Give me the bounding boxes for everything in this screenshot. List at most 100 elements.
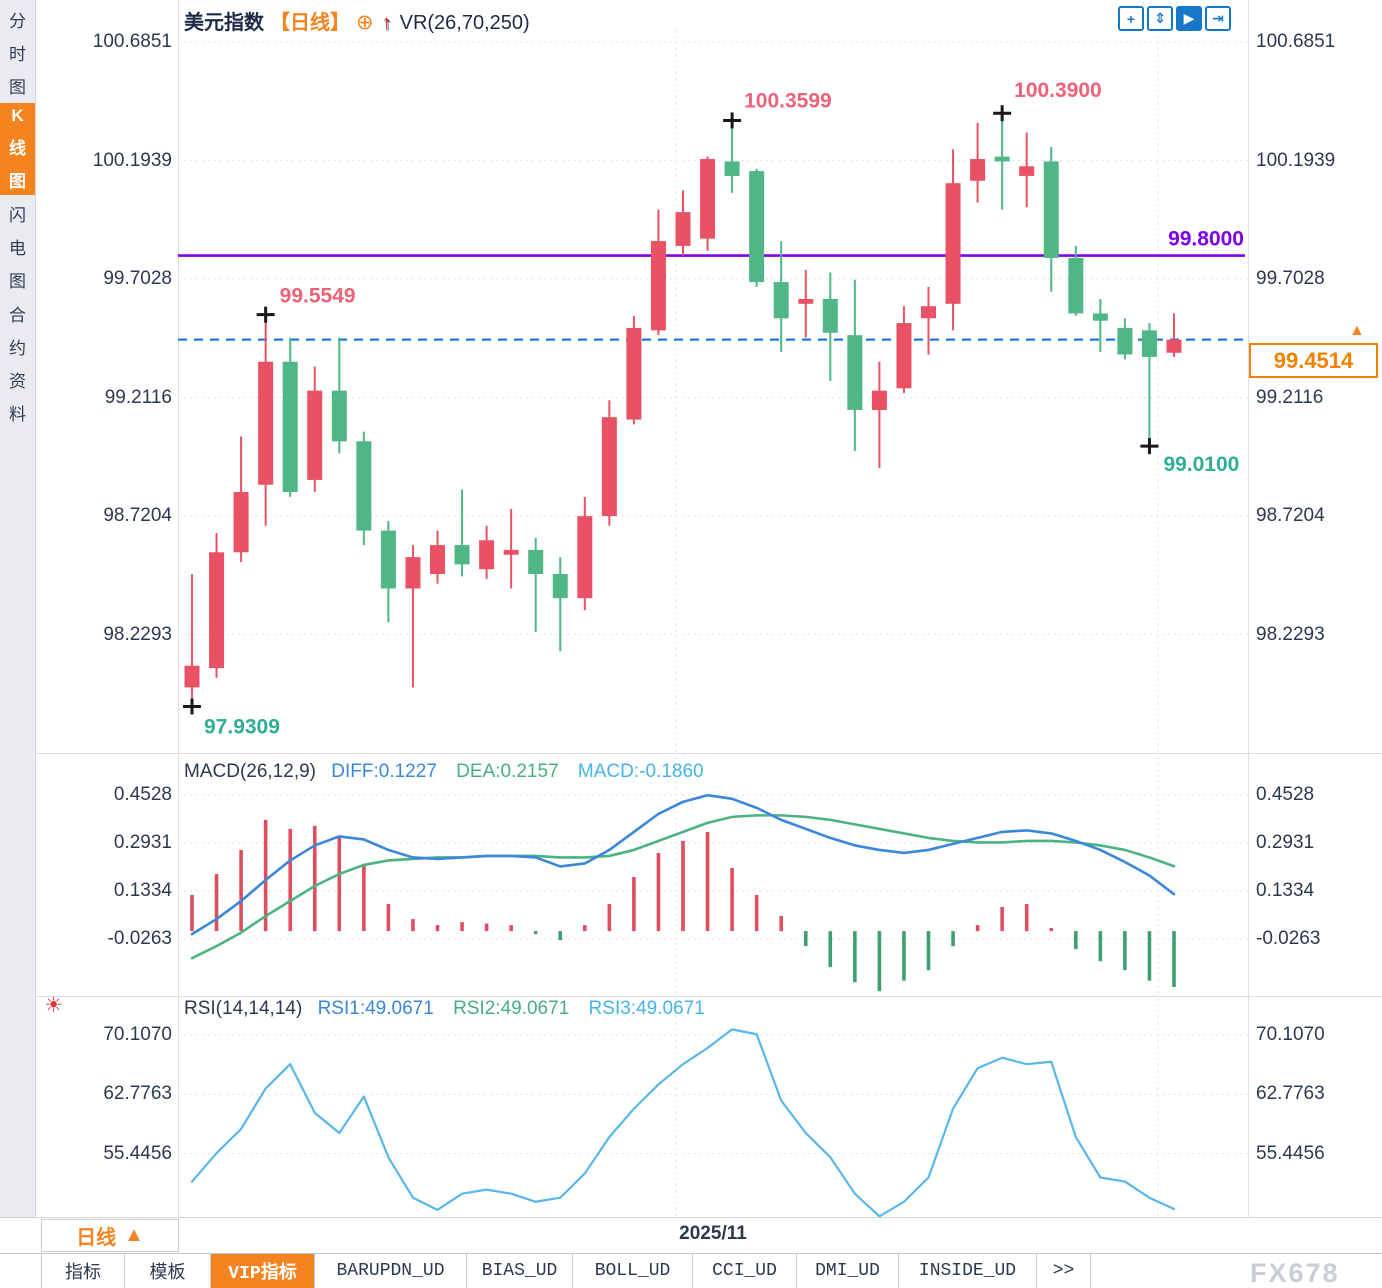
macd-hist-bar xyxy=(386,904,391,932)
candle xyxy=(724,120,740,193)
price-axis-tick: 100.1939 xyxy=(92,149,172,171)
tab-[interactable]: 模板 xyxy=(125,1254,211,1288)
macd-hist-bar xyxy=(1098,931,1103,962)
candle xyxy=(994,113,1010,210)
candle xyxy=(945,149,961,331)
tab-insideud[interactable]: INSIDE_UD xyxy=(899,1254,1037,1288)
tab-[interactable]: 指标 xyxy=(41,1254,125,1288)
candle xyxy=(1141,323,1157,447)
rsi-panel[interactable] xyxy=(178,998,1248,1218)
candle xyxy=(552,557,568,652)
macd-hist-bar xyxy=(411,919,415,932)
candle xyxy=(871,361,887,468)
period-tag[interactable]: 【日线】 xyxy=(270,12,350,34)
tab-vip[interactable]: VIP指标 xyxy=(211,1254,315,1288)
sidebar-item-char: 料 xyxy=(9,405,26,424)
tab-biasud[interactable]: BIAS_UD xyxy=(467,1254,573,1288)
candle xyxy=(184,574,200,707)
macd-axis-tick: 0.1334 xyxy=(1256,879,1315,901)
sidebar-item-0[interactable]: 分时图 xyxy=(0,6,35,98)
collapse-panel-icon[interactable]: ⇥ xyxy=(1205,6,1231,31)
candle xyxy=(749,168,765,287)
sidebar-item-char: 闪 xyxy=(9,205,26,225)
macd-axis-tick: -0.0263 xyxy=(1256,928,1321,949)
macd-axis-tick: 0.2931 xyxy=(1256,831,1315,853)
macd-hist-bar xyxy=(877,931,882,992)
macd-panel[interactable] xyxy=(178,757,1248,996)
macd-axis-tick: 0.2931 xyxy=(113,831,172,853)
sidebar-item-char: 资 xyxy=(9,372,26,391)
candle xyxy=(700,156,716,251)
candle xyxy=(1019,132,1035,208)
candle xyxy=(970,122,986,203)
candle xyxy=(528,537,544,632)
rsi-line xyxy=(190,1028,1176,1218)
macd-hist-bar xyxy=(239,849,243,932)
svg-text:97.9309: 97.9309 xyxy=(204,716,280,739)
rsi2-value: RSI2:49.0671 xyxy=(453,998,570,1019)
macd-hist-bar xyxy=(509,925,513,932)
macd-diff-value: DIFF:0.1227 xyxy=(331,761,437,782)
candle xyxy=(307,366,323,492)
target-icon[interactable]: ⊕ xyxy=(356,11,374,34)
candle xyxy=(209,533,225,678)
candle xyxy=(503,508,519,589)
candle xyxy=(822,272,838,382)
macd-hist-bar xyxy=(460,922,464,932)
sidebar-item-char: 合 xyxy=(9,306,26,325)
candle xyxy=(798,270,814,338)
price-axis-tick: 98.2293 xyxy=(1256,623,1325,645)
macd-hist-bar xyxy=(951,931,955,947)
sidebar-item-char: 分 xyxy=(9,11,26,31)
sidebar-item-3[interactable]: 合约资料 xyxy=(0,297,35,429)
sidebar-item-2[interactable]: 闪电图 xyxy=(0,200,35,292)
macd-hist-bar xyxy=(656,852,661,932)
macd-hist-bar xyxy=(484,923,489,932)
tab-cciud[interactable]: CCI_UD xyxy=(693,1254,797,1288)
candle xyxy=(331,337,347,454)
axis-zoom-icon[interactable]: ⇕ xyxy=(1147,6,1173,31)
macd-hist-bar xyxy=(435,925,440,932)
candle xyxy=(675,190,691,256)
rsi-header: RSI(14,14,14) RSI1:49.0671 RSI2:49.0671 … xyxy=(184,998,705,1020)
price-annotation: 100.3900 xyxy=(993,79,1102,122)
alert-icon[interactable]: ☀ xyxy=(44,994,63,1017)
candle xyxy=(380,520,396,623)
macd-header: MACD(26,12,9) DIFF:0.1227 DEA:0.2157 MAC… xyxy=(184,761,704,783)
chart-toolbar: + ⇕ ▶ ⇥ xyxy=(1118,6,1231,31)
macd-title[interactable]: MACD(26,12,9) xyxy=(184,761,316,782)
rsi-title[interactable]: RSI(14,14,14) xyxy=(184,998,303,1019)
sidebar-item-char: 时 xyxy=(9,44,26,64)
macd-hist-bar xyxy=(681,840,685,932)
main-macd-separator xyxy=(35,753,1382,754)
diff-line xyxy=(190,793,1176,936)
sidebar-item-char: 电 xyxy=(9,238,26,258)
macd-axis-tick: 0.1334 xyxy=(113,879,172,901)
macd-hist-bar xyxy=(1123,931,1127,971)
price-annotation: 100.3599 xyxy=(723,89,832,129)
svg-text:99.0100: 99.0100 xyxy=(1163,453,1239,476)
candlestick-panel[interactable]: 99.8000 97.9309 99.5549 100.3599 100.3900 99.… xyxy=(178,30,1248,752)
macd-value: MACD:-0.1860 xyxy=(577,761,704,782)
tab-barupdnud[interactable]: BARUPDN_UD xyxy=(315,1254,467,1288)
price-axis-tick: 99.2116 xyxy=(1256,386,1324,408)
tab-bollud[interactable]: BOLL_UD xyxy=(573,1254,693,1288)
macd-axis-tick: 0.4528 xyxy=(1256,783,1315,805)
xaxis-row: 日线 ▲ 2025/11 FX678 xyxy=(0,1217,1382,1288)
svg-text:100.3900: 100.3900 xyxy=(1014,79,1102,102)
price-axis-tick: 100.6851 xyxy=(1256,31,1336,52)
vr-indicator-label[interactable]: VR(26,70,250) xyxy=(399,12,530,34)
auto-scale-icon[interactable]: ▶ xyxy=(1176,6,1202,31)
price-axis-tick: 99.7028 xyxy=(1256,267,1325,289)
pan-icon[interactable]: + xyxy=(1118,6,1144,31)
symbol-name: 美元指数 xyxy=(184,12,264,34)
candle xyxy=(479,525,495,579)
tab-dmiud[interactable]: DMI_UD xyxy=(797,1254,899,1288)
period-selector[interactable]: 日线 ▲ xyxy=(41,1219,179,1252)
macd-axis-tick: 0.4528 xyxy=(113,783,172,805)
price-up-arrow-icon: ▲ xyxy=(1349,322,1365,339)
tab-[interactable]: >> xyxy=(1037,1254,1091,1288)
